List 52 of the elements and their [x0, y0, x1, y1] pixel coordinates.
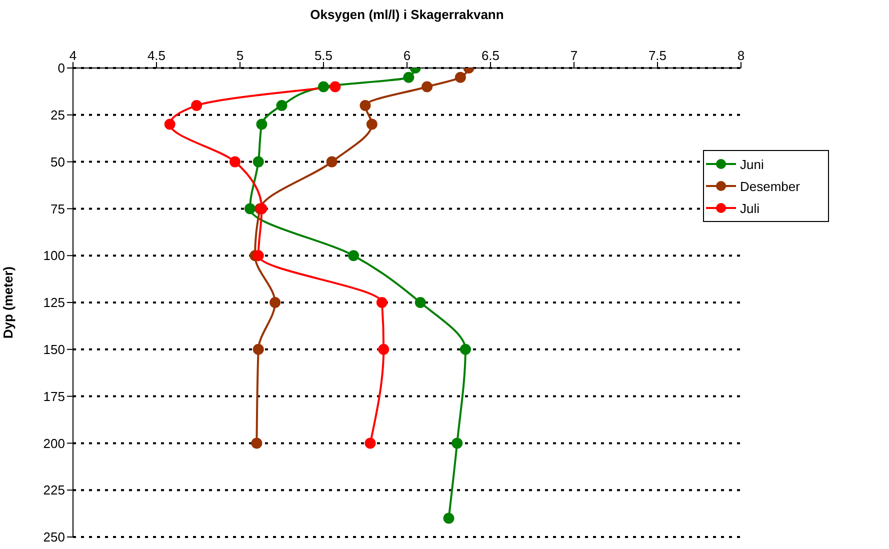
y-tick-label: 25 — [50, 108, 65, 123]
point — [443, 512, 454, 524]
point — [256, 118, 268, 130]
point — [366, 118, 378, 130]
point — [252, 344, 264, 355]
point — [364, 438, 376, 449]
point — [460, 344, 471, 355]
point — [376, 297, 388, 308]
point — [454, 72, 466, 83]
y-tick-label: 75 — [50, 201, 65, 216]
point — [252, 156, 264, 168]
x-tick-label: 4 — [69, 48, 77, 63]
y-tick-label: 200 — [43, 436, 65, 451]
x-tick-label: 6 — [403, 48, 411, 63]
legend-label: Juni — [740, 156, 764, 172]
x-tick-label: 5.5 — [314, 48, 333, 63]
point — [191, 100, 202, 112]
y-tick-label: 125 — [43, 295, 65, 310]
x-axis-title: Oksygen (ml/l) i Skagerrakvann — [310, 7, 504, 22]
point — [270, 297, 281, 308]
x-tick-label: 7 — [570, 48, 578, 63]
point — [251, 438, 262, 449]
point — [164, 118, 176, 130]
y-tick-label: 100 — [43, 248, 65, 264]
point — [378, 344, 390, 355]
point — [403, 72, 414, 83]
x-tick-label: 6.5 — [481, 48, 500, 63]
point — [348, 250, 360, 262]
point — [326, 156, 338, 168]
y-tick-label: 225 — [43, 482, 65, 498]
point — [318, 81, 329, 92]
legend-label: Juli — [740, 200, 760, 216]
point — [360, 100, 371, 112]
y-tick-label: 250 — [43, 530, 65, 545]
y-tick-label: 150 — [43, 342, 65, 358]
x-tick-label: 7.5 — [648, 48, 667, 63]
point — [229, 156, 240, 168]
x-tick-label: 8 — [737, 48, 745, 63]
y-tick-label: 50 — [50, 154, 65, 170]
point — [244, 203, 256, 214]
point — [330, 81, 341, 92]
x-tick-label: 4.5 — [147, 48, 166, 63]
y-axis-title: Dyp (meter) — [0, 266, 16, 339]
y-tick-label: 175 — [43, 388, 65, 404]
point — [452, 438, 463, 449]
legend-label: Desember — [740, 178, 800, 194]
y-tick-label: 0 — [58, 60, 65, 76]
x-tick-label: 5 — [236, 48, 244, 63]
point — [422, 81, 433, 92]
point — [276, 100, 288, 112]
point — [414, 297, 426, 308]
point — [252, 250, 264, 262]
